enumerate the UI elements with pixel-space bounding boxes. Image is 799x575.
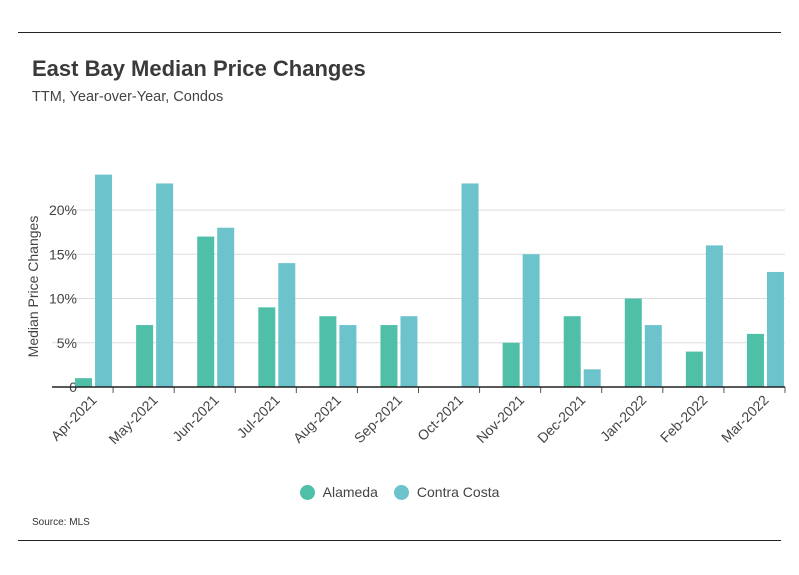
legend: Alameda Contra Costa [0,484,799,500]
contra-costa-bar [522,254,540,387]
contra-costa-bar [400,316,418,387]
x-tick-label: Feb-2022 [657,392,711,446]
alameda-bar [746,333,764,387]
contra-costa-bar [95,174,113,387]
x-tick-label: Jun-2021 [169,392,222,445]
contra-costa-bar [461,183,479,387]
contra-costa-bar [278,263,296,387]
x-tick-label: Apr-2021 [48,392,100,444]
x-tick-label: May-2021 [105,392,160,447]
contra-costa-bar [339,325,357,387]
x-tick-label: Dec-2021 [534,392,588,446]
legend-swatch-contra-costa [393,484,409,500]
legend-swatch-alameda [299,484,315,500]
x-tick-label: Aug-2021 [290,392,344,446]
contra-costa-bar [217,227,235,387]
alameda-bar [502,342,520,387]
contra-costa-bar [156,183,174,387]
x-tick-label: Mar-2022 [718,392,772,446]
chart-title: East Bay Median Price Changes [32,56,366,81]
alameda-bar [380,325,398,387]
legend-label-contra-costa: Contra Costa [416,484,500,500]
alameda-bar [563,316,581,387]
x-tick-label: Jul-2021 [234,392,283,441]
contra-costa-bar [583,369,601,387]
chart-subtitle: TTM, Year-over-Year, Condos [32,89,224,105]
contra-costa-bar [766,271,784,387]
x-tick-label: Sep-2021 [351,392,405,446]
alameda-bar [197,236,215,387]
alameda-bar [75,378,93,387]
x-tick-label: Nov-2021 [473,392,527,446]
alameda-bar [258,307,276,387]
x-tick-label: Jan-2022 [597,392,650,445]
alameda-bar [624,298,642,387]
legend-label-alameda: Alameda [322,484,378,500]
y-axis-title: Median Price Changes [25,216,41,358]
contra-costa-bar [705,245,723,387]
alameda-bar [319,316,337,387]
bottom-rule [18,540,781,541]
alameda-bar [136,325,154,387]
source-note: Source: MLS [32,517,90,528]
y-tick-label: 10% [49,291,77,307]
y-tick-label: 5% [57,335,77,351]
top-rule [18,32,781,33]
y-tick-label: 15% [49,246,77,262]
alameda-bar [685,351,703,387]
legend-item-alameda: Alameda [299,484,378,500]
y-tick-label: 20% [49,202,77,218]
x-tick-label: Oct-2021 [414,392,466,444]
legend-item-contra-costa: Contra Costa [393,484,500,500]
contra-costa-bar [644,325,662,387]
